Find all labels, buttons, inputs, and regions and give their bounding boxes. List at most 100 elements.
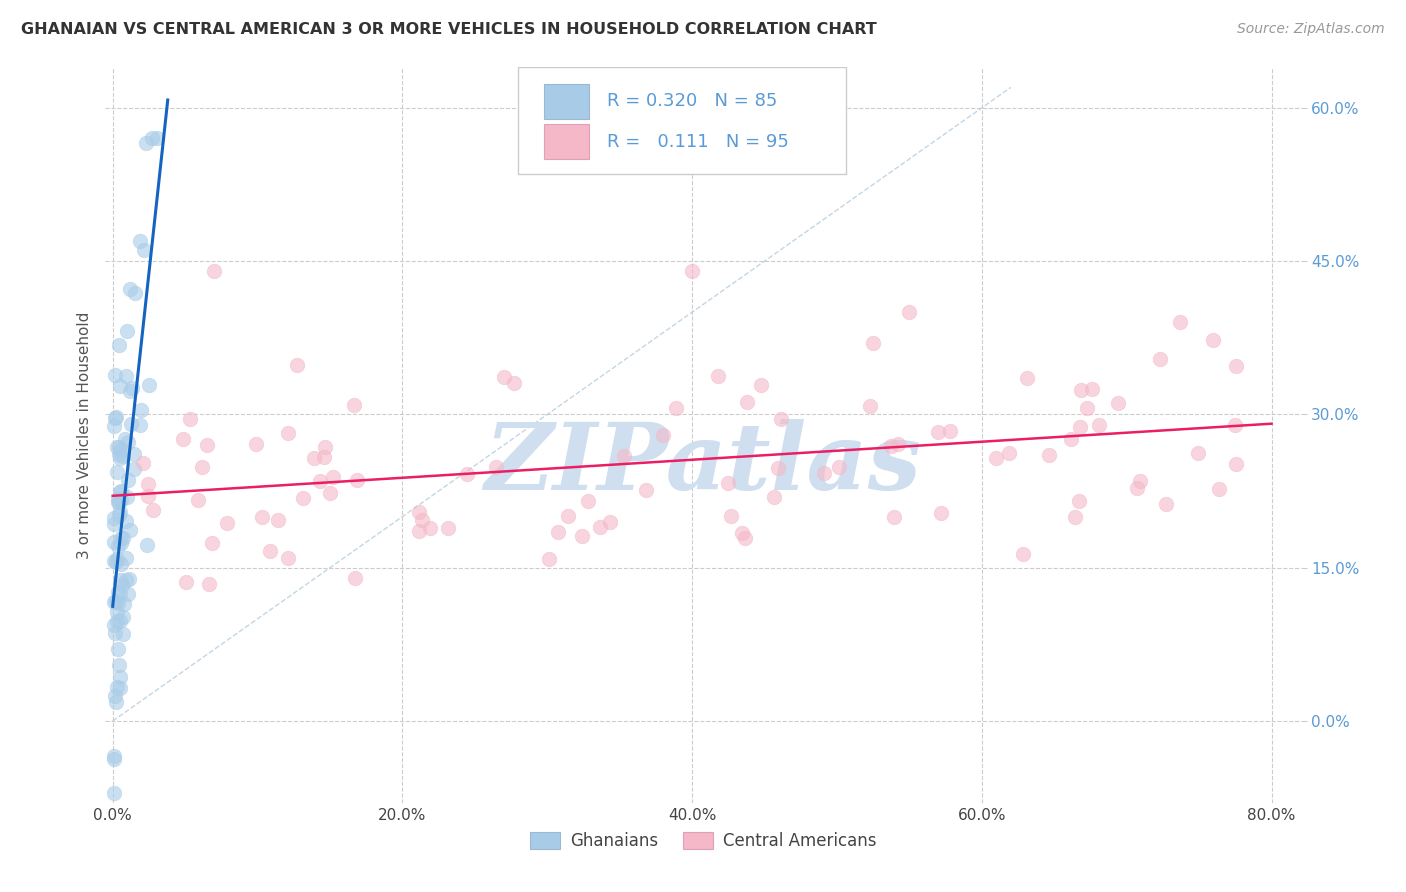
Point <box>1149 351 1171 366</box>
Point <box>132 456 155 470</box>
Point <box>202 264 225 278</box>
Point <box>111 531 134 545</box>
Point <box>129 403 152 417</box>
Point <box>259 544 281 558</box>
Point <box>749 378 772 392</box>
Point <box>1011 547 1033 561</box>
Point <box>103 786 125 800</box>
Point <box>104 368 127 382</box>
Point <box>887 437 910 451</box>
Point <box>110 492 132 507</box>
Point <box>763 491 786 505</box>
Point <box>176 575 198 590</box>
Point <box>1067 494 1090 508</box>
Point <box>122 447 145 461</box>
Point <box>707 368 730 383</box>
Point <box>142 503 165 517</box>
Point <box>1187 446 1209 460</box>
Point <box>245 436 267 450</box>
Point <box>117 587 139 601</box>
Point <box>1202 333 1225 347</box>
Point <box>813 466 835 480</box>
Point <box>141 131 163 145</box>
Point <box>929 506 952 520</box>
Point <box>103 554 125 568</box>
Point <box>108 670 131 684</box>
Point <box>108 338 131 352</box>
Point <box>613 450 636 464</box>
Point <box>766 461 789 475</box>
Point <box>115 490 138 504</box>
Point <box>304 451 326 466</box>
Point <box>1223 418 1246 433</box>
Point <box>120 417 142 432</box>
Point <box>408 524 430 538</box>
Point <box>129 234 152 248</box>
Point <box>252 510 274 524</box>
Point <box>735 394 758 409</box>
Point <box>108 681 131 695</box>
Point <box>537 552 560 566</box>
FancyBboxPatch shape <box>544 84 589 120</box>
Point <box>105 614 128 628</box>
Point <box>104 555 127 569</box>
Point <box>986 451 1008 466</box>
Point <box>108 447 131 461</box>
Point <box>112 610 135 624</box>
Point <box>1076 401 1098 416</box>
Point <box>1063 510 1085 524</box>
Point <box>108 378 131 392</box>
Point <box>599 515 621 529</box>
Point <box>312 450 335 465</box>
Point <box>879 438 901 452</box>
Point <box>110 558 132 572</box>
Point <box>103 618 125 632</box>
Point <box>108 508 131 523</box>
Point <box>115 368 138 383</box>
Point <box>110 536 132 550</box>
FancyBboxPatch shape <box>517 67 846 174</box>
Point <box>111 450 134 464</box>
Point <box>322 469 344 483</box>
Point <box>112 597 135 611</box>
Point <box>828 460 851 475</box>
Point <box>138 377 160 392</box>
Point <box>898 305 921 319</box>
Point <box>110 443 132 458</box>
Text: Source: ZipAtlas.com: Source: ZipAtlas.com <box>1237 22 1385 37</box>
Point <box>108 573 131 587</box>
Point <box>927 425 949 439</box>
Point <box>103 517 125 532</box>
Point <box>198 576 221 591</box>
Point <box>1225 457 1247 471</box>
Point <box>104 689 127 703</box>
Point <box>179 411 201 425</box>
Point <box>492 370 515 384</box>
Point <box>731 526 754 541</box>
Point <box>107 495 129 509</box>
Point <box>136 489 159 503</box>
Point <box>266 513 288 527</box>
Point <box>121 381 143 395</box>
Point <box>108 450 131 465</box>
Point <box>1225 359 1247 373</box>
Point <box>201 536 224 550</box>
Point <box>110 484 132 499</box>
Point <box>1088 417 1111 432</box>
Point <box>665 401 688 416</box>
Point <box>187 492 209 507</box>
Point <box>1156 497 1178 511</box>
Point <box>411 513 433 527</box>
Point <box>105 552 128 566</box>
Point <box>108 614 131 628</box>
Point <box>117 435 139 450</box>
Y-axis label: 3 or more Vehicles in Household: 3 or more Vehicles in Household <box>77 311 93 558</box>
Point <box>770 411 793 425</box>
Point <box>107 539 129 553</box>
FancyBboxPatch shape <box>544 124 589 159</box>
Point <box>681 264 703 278</box>
Point <box>1170 315 1192 329</box>
Point <box>1069 419 1091 434</box>
Point <box>215 516 238 530</box>
Point <box>651 428 673 442</box>
